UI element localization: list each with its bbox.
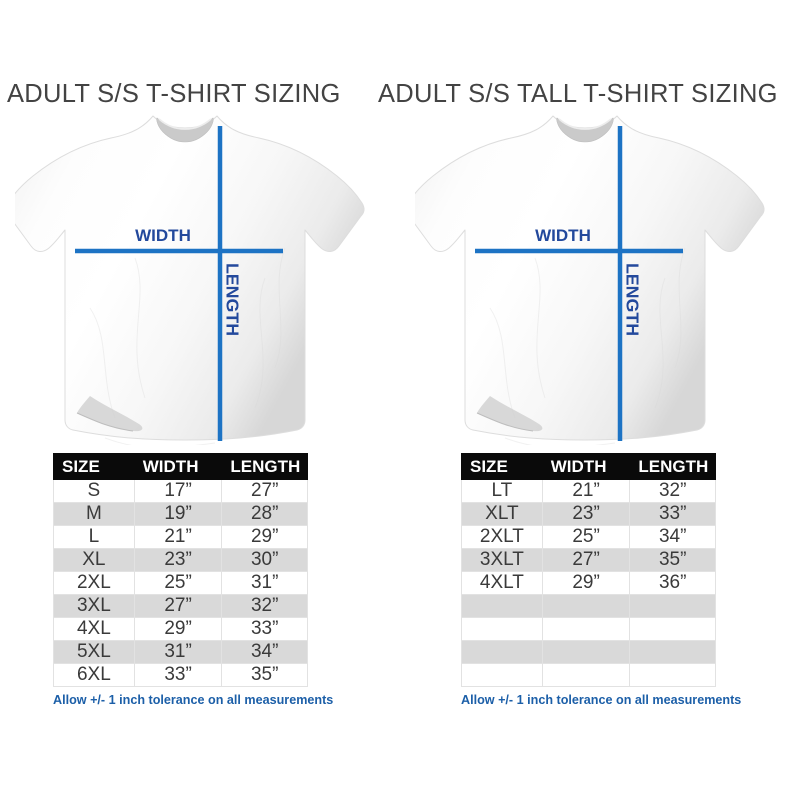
svg-text:WIDTH: WIDTH [135,226,191,245]
svg-text:WIDTH: WIDTH [535,226,591,245]
svg-text:LENGTH: LENGTH [623,263,643,336]
svg-text:LENGTH: LENGTH [223,263,243,336]
